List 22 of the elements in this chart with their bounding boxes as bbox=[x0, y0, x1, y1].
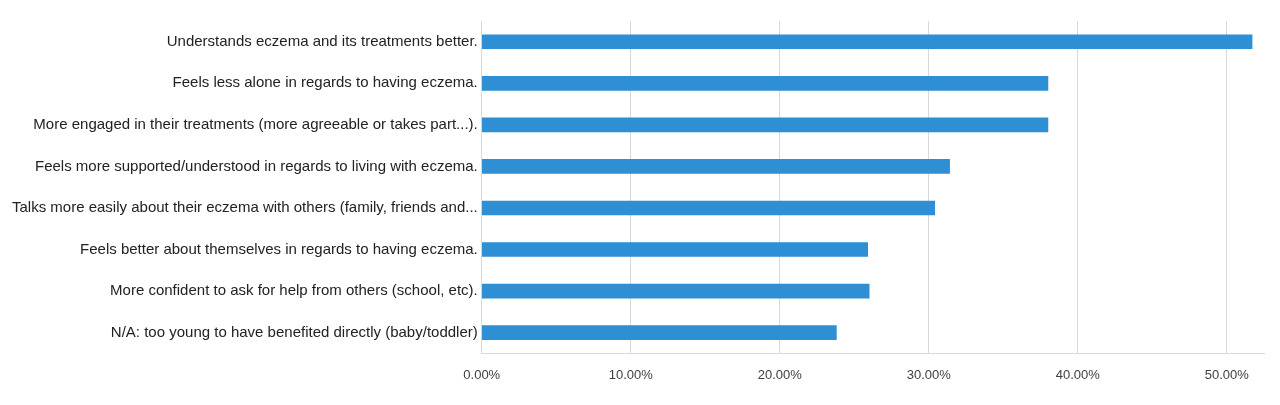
bar bbox=[481, 117, 1049, 133]
bar bbox=[481, 200, 936, 216]
x-tick-label: 10.00% bbox=[608, 366, 654, 382]
bar bbox=[481, 76, 1049, 91]
bar bbox=[481, 325, 837, 340]
x-tick-label: 20.00% bbox=[757, 366, 803, 382]
bar bbox=[481, 159, 950, 174]
bar bbox=[481, 283, 870, 299]
y-tick-label: More confident to ask for help from others (school, etc). bbox=[110, 281, 478, 299]
y-tick-label: Feels better about themselves in regards to having eczema. bbox=[80, 239, 478, 257]
y-tick-label: Feels less alone in regards to having eczema. bbox=[172, 73, 478, 91]
y-tick-label: Talks more easily about their eczema with others (family, friends and... bbox=[12, 198, 478, 216]
x-tick-label: 50.00% bbox=[1204, 366, 1250, 382]
x-tick-label: 40.00% bbox=[1055, 366, 1101, 382]
bar bbox=[481, 242, 868, 257]
y-tick-label: More engaged in their treatments (more agreeable or takes part...). bbox=[33, 115, 478, 133]
bar bbox=[481, 34, 1253, 50]
y-tick-label: N/A: too young to have benefited directly (baby/toddler) bbox=[110, 322, 478, 340]
y-tick-label: Understands eczema and its treatments better. bbox=[166, 31, 478, 49]
y-tick-label: Feels more supported/understood in regards to living with eczema. bbox=[35, 156, 478, 174]
x-tick-label: 0.00% bbox=[463, 366, 501, 382]
x-tick-label: 30.00% bbox=[906, 366, 952, 382]
